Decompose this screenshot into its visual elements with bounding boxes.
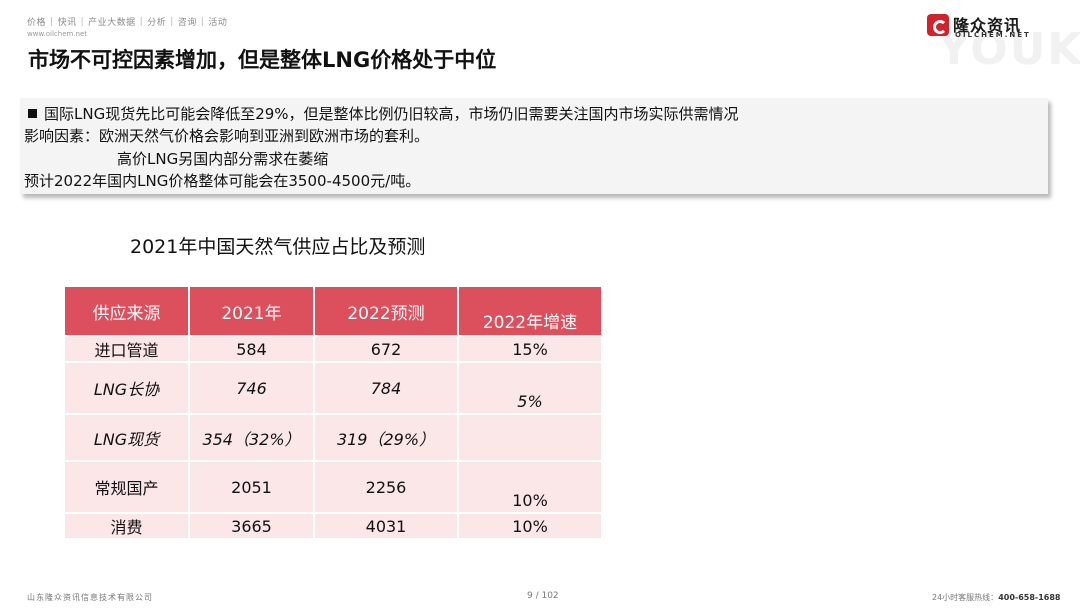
nav-separator: | xyxy=(139,16,144,27)
table-row: 进口管道 584 672 15% xyxy=(65,337,601,361)
nav-separator: | xyxy=(170,16,174,27)
footer-company: 山东隆众资讯信息技术有限公司 xyxy=(27,593,153,602)
header-source: 供应来源 xyxy=(65,287,188,335)
watermark: YOUKU xyxy=(938,24,1080,75)
cell-2022: 4031 xyxy=(315,514,457,538)
cell-source: 进口管道 xyxy=(65,337,188,361)
nav-separator: | xyxy=(50,16,54,27)
cell-source: LNG现货 xyxy=(65,415,188,460)
logo-text-en: OILCHEM.NET xyxy=(955,31,1031,39)
hotline-label: 24小时客服热线： xyxy=(932,593,999,602)
summary-text-1: 国际LNG现货先比可能会降低至29%，但是整体比例仍旧较高，市场仍旧需要关注国内… xyxy=(44,105,739,123)
cell-2021: 746 xyxy=(190,363,313,413)
supply-table: 供应来源 2021年 2022预测 2022年增速 进口管道 584 672 1… xyxy=(63,285,603,540)
cell-source: 常规国产 xyxy=(65,462,188,512)
footer-hotline: 24小时客服热线：400-658-1688 xyxy=(932,592,1061,603)
cell-growth: 15% xyxy=(459,337,601,361)
table-row: LNG长协 746 784 5% xyxy=(65,363,601,413)
cell-2022: 784 xyxy=(315,363,457,413)
table-row: LNG现货 354（32%） 319（29%） xyxy=(65,415,601,460)
cell-growth: 5% xyxy=(459,363,601,413)
table-title: 2021年中国天然气供应占比及预测 xyxy=(130,236,426,258)
summary-line-3: 高价LNG另国内部分需求在萎缩 xyxy=(117,150,329,168)
nav-item-analysis[interactable]: 分析 xyxy=(147,18,167,28)
nav-separator: | xyxy=(200,16,205,27)
table-row: 消费 3665 4031 10% xyxy=(65,514,601,538)
site-url[interactable]: www.oilchem.net xyxy=(27,30,88,38)
cell-2021: 2051 xyxy=(190,462,313,512)
cell-2022: 672 xyxy=(315,337,457,361)
cell-2021: 3665 xyxy=(190,514,313,538)
cell-source: 消费 xyxy=(65,514,188,538)
header-2021: 2021年 xyxy=(190,287,313,335)
nav-item-consulting[interactable]: 咨询 xyxy=(177,18,197,28)
page-number: 9 / 102 xyxy=(527,591,559,601)
logo-mark-icon xyxy=(927,14,949,36)
cell-source: LNG长协 xyxy=(65,363,188,413)
table-header-row: 供应来源 2021年 2022预测 2022年增速 xyxy=(65,287,601,335)
cell-growth xyxy=(459,415,601,460)
summary-box: 国际LNG现货先比可能会降低至29%，但是整体比例仍旧较高，市场仍旧需要关注国内… xyxy=(20,98,1048,194)
nav-item-news[interactable]: 快讯 xyxy=(57,18,77,28)
cell-2021: 354（32%） xyxy=(190,415,313,460)
page-title: 市场不可控因素增加，但是整体LNG价格处于中位 xyxy=(28,48,497,72)
summary-line-1: 国际LNG现货先比可能会降低至29%，但是整体比例仍旧较高，市场仍旧需要关注国内… xyxy=(28,103,739,124)
nav-item-events[interactable]: 活动 xyxy=(208,18,228,28)
cell-growth: 10% xyxy=(459,462,601,512)
summary-line-4: 预计2022年国内LNG价格整体可能会在3500-4500元/吨。 xyxy=(24,172,421,190)
nav-item-price[interactable]: 价格 xyxy=(27,18,47,28)
nav-separator: | xyxy=(80,16,85,27)
hotline-number: 400-658-1688 xyxy=(998,593,1061,602)
cell-growth: 10% xyxy=(459,514,601,538)
cell-2022: 319（29%） xyxy=(315,415,457,460)
header-2022-forecast: 2022预测 xyxy=(315,287,457,335)
square-bullet-icon xyxy=(28,109,37,118)
logo-text-cn: 隆众资讯 xyxy=(953,16,1022,35)
table-row: 常规国产 2051 2256 10% xyxy=(65,462,601,512)
cell-2022: 2256 xyxy=(315,462,457,512)
brand-logo: 隆众资讯 OILCHEM.NET xyxy=(927,12,1047,42)
nav-item-big-data[interactable]: 产业大数据 xyxy=(88,18,136,28)
summary-line-2: 影响因素：欧洲天然气价格会影响到亚洲到欧洲市场的套利。 xyxy=(24,127,430,145)
top-nav: 价格 | 快讯 | 产业大数据 | 分析 | 咨询 | 活动 xyxy=(27,15,228,29)
header-2022-growth: 2022年增速 xyxy=(459,287,601,335)
cell-2021: 584 xyxy=(190,337,313,361)
